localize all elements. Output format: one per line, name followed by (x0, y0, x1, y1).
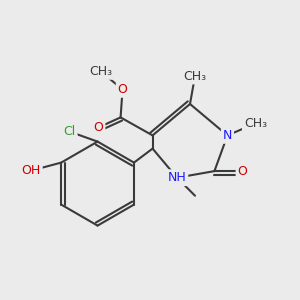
Text: O: O (118, 83, 128, 96)
Text: CH₃: CH₃ (183, 70, 207, 83)
Text: O: O (238, 165, 248, 178)
Text: CH₃: CH₃ (244, 117, 267, 130)
Text: CH₃: CH₃ (89, 65, 112, 78)
Text: OH: OH (22, 164, 41, 177)
Text: NH: NH (168, 171, 186, 184)
Text: O: O (94, 121, 103, 134)
Text: N: N (223, 129, 232, 142)
Text: Cl: Cl (64, 125, 76, 138)
